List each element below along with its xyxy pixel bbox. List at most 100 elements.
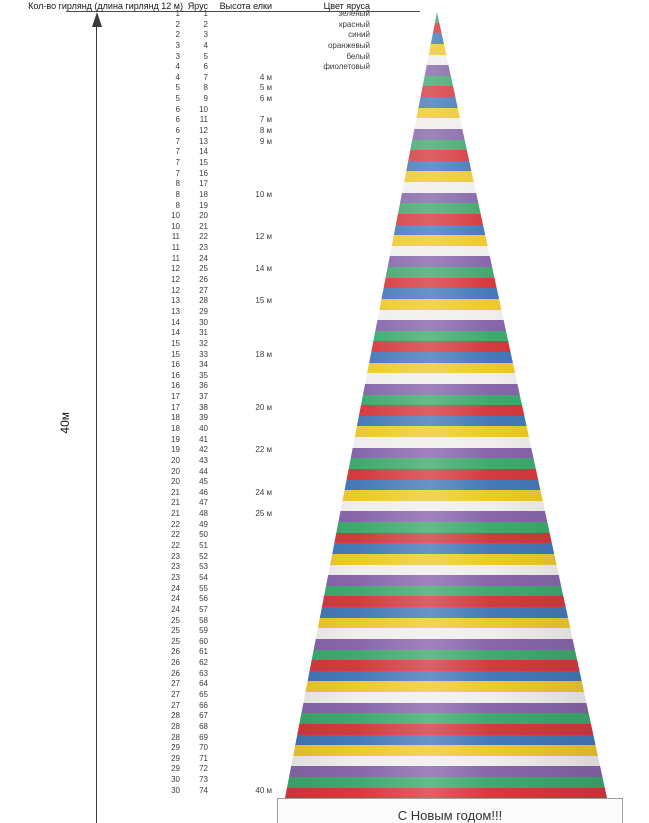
tree-height-label: 15 м <box>255 296 272 306</box>
table-row: 24 57 <box>0 605 400 616</box>
tree-tier-stripe <box>285 628 607 639</box>
garland-count: 13 <box>171 296 180 306</box>
table-row: 27 65 <box>0 690 400 701</box>
table-row: 13 28 15 м <box>0 296 400 307</box>
tier-color-name <box>230 360 370 371</box>
garland-count: 29 <box>171 753 180 763</box>
tier-number: 31 <box>199 328 208 338</box>
garland-count: 4 <box>175 72 180 82</box>
tree-tier-stripe <box>285 213 607 225</box>
tree-tier-stripe <box>285 352 607 363</box>
table-row: 11 22 12 м <box>0 232 400 243</box>
tier-number: 66 <box>199 700 208 710</box>
table-row: 10 20 <box>0 211 400 222</box>
tier-number: 72 <box>199 764 208 774</box>
tier-number: 11 <box>199 115 208 125</box>
tier-number: 35 <box>199 370 208 380</box>
garland-count: 24 <box>171 604 180 614</box>
tree-tier-stripe <box>285 203 607 214</box>
table-row: 22 49 <box>0 520 400 531</box>
tree-tier-stripe <box>285 224 607 236</box>
tree-tier-stripe <box>285 660 607 671</box>
tree-height-label: 6 м <box>259 94 272 104</box>
tier-number: 5 <box>203 51 208 61</box>
tier-number: 30 <box>199 317 208 327</box>
table-row: 12 27 <box>0 286 400 297</box>
tree-tier-stripe <box>285 585 607 597</box>
table-row: 11 23 <box>0 243 400 254</box>
garland-count: 15 <box>171 338 180 348</box>
tree-height-label: 5 м <box>259 83 272 93</box>
tier-number: 41 <box>199 434 208 444</box>
garland-count: 8 <box>175 200 180 210</box>
garland-count: 18 <box>171 423 180 433</box>
garland-count: 3 <box>175 40 180 50</box>
tree-tier-stripe <box>285 713 607 724</box>
garland-count: 24 <box>171 583 180 593</box>
table-row: 22 51 <box>0 541 400 552</box>
garland-count: 5 <box>175 83 180 93</box>
tree-height-label: 12 м <box>255 232 272 242</box>
table-row: 29 70 <box>0 743 400 754</box>
table-row: 1 1 зеленый <box>0 9 400 20</box>
garland-count: 26 <box>171 668 180 678</box>
tier-number: 37 <box>199 392 208 402</box>
tree-tier-stripe <box>285 670 607 682</box>
tree-tier-stripe <box>285 681 607 692</box>
tree-tier-stripe <box>285 118 607 129</box>
garland-count: 13 <box>171 306 180 316</box>
table-row: 22 50 <box>0 530 400 541</box>
tier-number: 26 <box>199 275 208 285</box>
garland-count: 16 <box>171 381 180 391</box>
tier-number: 60 <box>199 636 208 646</box>
tree-tier-stripe <box>285 617 607 629</box>
tree-tier-stripe <box>285 692 607 703</box>
tier-number: 1 <box>203 9 208 18</box>
tier-color-name: зеленый <box>338 9 370 18</box>
tier-number: 33 <box>199 349 208 359</box>
tier-color-name: оранжевый <box>327 40 370 50</box>
tier-number: 17 <box>199 179 208 189</box>
garland-count: 20 <box>171 466 180 476</box>
tree-height-label: 14 м <box>255 264 272 274</box>
tier-number: 29 <box>199 306 208 316</box>
tree-height-label: 24 м <box>255 487 272 497</box>
garland-count: 8 <box>175 179 180 189</box>
tier-color-name <box>230 254 370 265</box>
garland-count: 7 <box>175 147 180 157</box>
tier-color-name <box>230 201 370 212</box>
tier-color-name <box>230 243 370 254</box>
garland-count: 3 <box>175 51 180 61</box>
tier-color-name: фиолетовый <box>323 62 370 72</box>
table-row: 8 19 <box>0 201 400 212</box>
tree-tier-stripe <box>285 192 607 204</box>
tree-tier-stripe <box>285 543 607 554</box>
garland-count: 25 <box>171 626 180 636</box>
garland-count: 10 <box>171 211 180 221</box>
tree-tier-stripe <box>285 787 607 798</box>
tier-number: 14 <box>199 147 208 157</box>
table-row: 8 17 <box>0 179 400 190</box>
table-row: 5 8 5 м <box>0 83 400 94</box>
table-row: 18 40 <box>0 424 400 435</box>
table-row: 25 58 <box>0 616 400 627</box>
tree-height-label: 20 м <box>255 402 272 412</box>
new-year-banner: С Новым годом!!! <box>277 798 623 823</box>
garland-count: 7 <box>175 157 180 167</box>
tier-color-name <box>230 350 370 361</box>
tree-tier-stripe <box>285 267 607 278</box>
tree-tier-stripe <box>285 235 607 246</box>
tree-tier-stripe <box>285 86 607 97</box>
tier-color-name <box>230 190 370 201</box>
table-row: 2 3 синий <box>0 30 400 41</box>
tier-color-name <box>230 211 370 222</box>
table-row: 28 67 <box>0 711 400 722</box>
table-row: 25 60 <box>0 637 400 648</box>
garland-count: 17 <box>171 402 180 412</box>
tier-number: 49 <box>199 519 208 529</box>
table-row: 25 59 <box>0 626 400 637</box>
tier-number: 57 <box>199 604 208 614</box>
tree-tier-stripe <box>285 341 607 352</box>
table-row: 4 7 4 м <box>0 73 400 84</box>
header-underline <box>66 11 420 12</box>
